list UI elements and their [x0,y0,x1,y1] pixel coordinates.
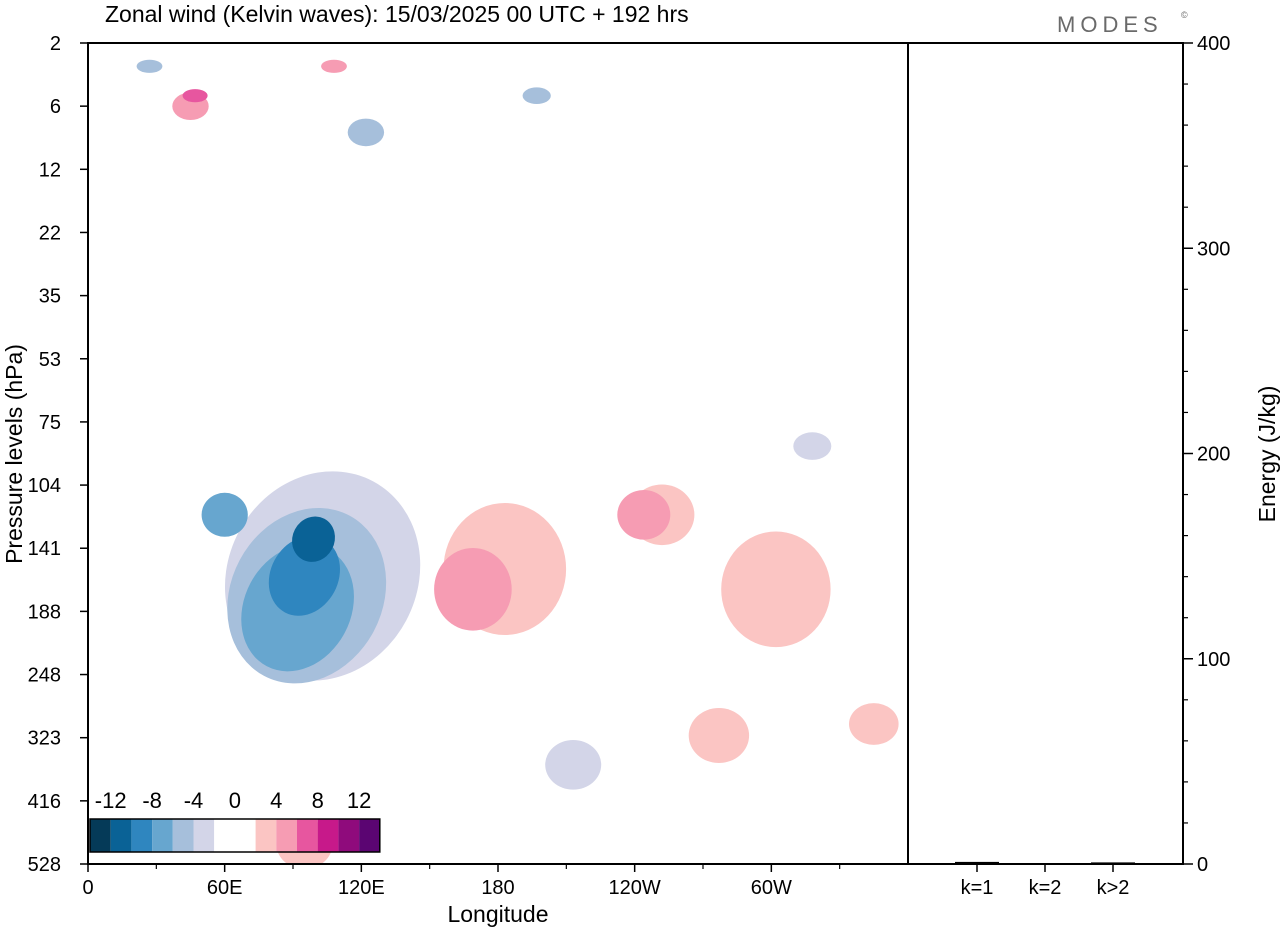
x-axis: 0 60E 120E 180 120W 60W [82,864,841,899]
energy-bar [955,861,999,864]
energy-frame [907,42,1184,865]
y-tick-label: 416 [28,791,61,813]
field-negative-region [201,492,248,537]
x-tick-label: 0 [82,877,93,899]
energy-category-label: k>2 [1097,877,1130,899]
colorbar-swatch [214,819,235,852]
colorbar-swatch [234,819,256,852]
x-tick-label: 120W [609,877,661,899]
y-tick-label: 104 [28,475,61,497]
x-tick-label: 180 [481,877,514,899]
colorbar-swatch [90,819,111,852]
field-negative-region [292,516,335,562]
y-axis-right: 0 100 200 300 400 [1183,33,1230,876]
y-tick-label: 248 [28,665,61,687]
field-positive-region [849,703,899,745]
y-tick-label: 75 [39,412,61,434]
colorbar-label: 8 [312,788,324,813]
y-axis-left: 2 6 12 22 35 53 75 104 141 188 248 323 416 528 [28,33,88,876]
colorbar-swatch [276,819,297,852]
y-tick-label: 22 [39,222,61,244]
colorbar-swatch [297,819,318,852]
energy-tick-label: 100 [1197,649,1230,671]
colorbar-swatch [172,819,194,852]
y-tick-label: 53 [39,349,61,371]
energy-category-label: k=1 [961,877,994,899]
x-tick-label: 60W [751,877,792,899]
x-axis-label: Longitude [447,901,548,927]
colorbar-label: -8 [142,788,162,813]
y-tick-label: 12 [39,159,61,181]
field-positive-region [434,548,512,631]
colorbar-swatch [131,819,153,852]
y-tick-label: 141 [28,538,61,560]
colorbar-label: 4 [270,788,282,813]
chart-title: Zonal wind (Kelvin waves): 15/03/2025 00… [105,1,689,27]
energy-axis-label: Energy (J/kg) [1254,386,1280,523]
x-tick-label: 60E [207,877,243,899]
y-tick-label: 35 [39,286,61,308]
field-positive-region [321,59,347,73]
field-positive-region [182,89,208,103]
energy-tick-label: 300 [1197,238,1230,260]
field-positive-region [688,708,750,763]
field-positive-region [721,531,831,648]
y-tick-label: 323 [28,728,61,750]
colorbar-swatch [255,819,277,852]
colorbar-frame [89,818,381,853]
plot-frame [87,42,909,865]
colorbar-swatch [338,819,360,852]
x-tick-label: 120E [338,877,385,899]
colorbar-swatch [359,819,380,852]
y-tick-label: 528 [28,854,61,876]
wind-field [136,59,899,864]
energy-tick-label: 400 [1197,33,1230,55]
field-negative-region [136,59,163,73]
colorbar-swatch [110,819,132,852]
colorbar-swatch [193,819,215,852]
brand-logo: MODES [1057,12,1163,37]
y-tick-label: 6 [50,96,61,118]
colorbar-label: 0 [229,788,241,813]
field-negative-region [522,87,551,104]
field-negative-region [793,432,832,460]
field-negative-region [347,118,385,147]
colorbar-label: -4 [184,788,204,813]
colorbar-swatch [317,819,339,852]
colorbar-label: -12 [95,788,127,813]
energy-bars: k=1 k=2 k>2 [955,861,1135,899]
colorbar: -12 -8 -4 0 4 8 12 [89,788,381,853]
energy-bar [1091,862,1135,864]
y-tick-label: 2 [50,33,61,55]
y-axis-label: Pressure levels (hPa) [1,344,27,564]
energy-category-label: k=2 [1029,877,1062,899]
field-negative-region [545,740,602,790]
energy-tick-label: 0 [1197,854,1208,876]
colorbar-swatch [152,819,173,852]
field-positive-region [617,490,671,540]
brand-mark: © [1181,10,1188,20]
y-tick-label: 188 [28,601,61,623]
energy-tick-label: 200 [1197,444,1230,466]
colorbar-label: 12 [347,788,371,813]
